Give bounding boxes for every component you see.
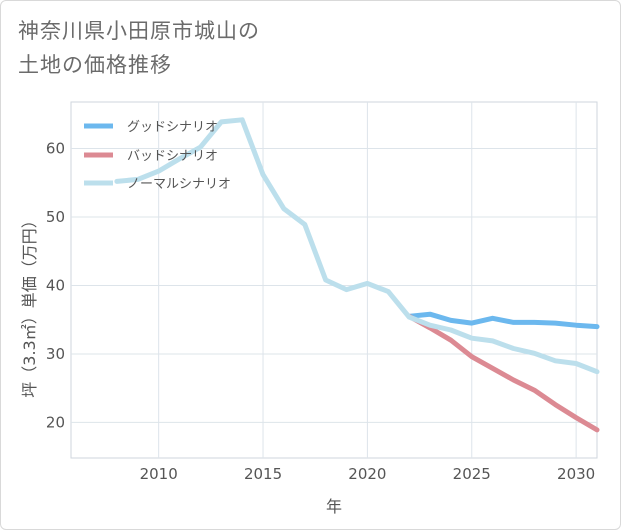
title-line-2: 土地の価格推移	[18, 53, 172, 77]
y-tick-label: 40	[46, 276, 65, 294]
y-axis-label: 坪（3.3㎡）単価（万円）	[20, 212, 39, 397]
series-line-1	[406, 313, 600, 433]
series-line-0	[406, 311, 600, 330]
x-tick-label: 2020	[348, 465, 386, 483]
y-tick-label: 30	[46, 345, 65, 363]
legend: グッドシナリオ バッドシナリオ ノーマルシナリオ	[84, 120, 231, 192]
title-line-1: 神奈川県小田原市城山の	[18, 19, 260, 43]
y-tick-label: 60	[46, 140, 65, 158]
series-lines	[114, 117, 600, 433]
legend-label-normal[interactable]: ノーマルシナリオ	[127, 177, 231, 192]
x-tick-label: 2010	[140, 465, 178, 483]
x-tick-label: 2030	[557, 465, 595, 483]
y-tick-labels: 20 30 40 50 60	[46, 140, 65, 432]
x-tick-label: 2015	[244, 465, 282, 483]
x-tick-label: 2025	[453, 465, 491, 483]
chart-title: 神奈川県小田原市城山の 土地の価格推移	[18, 14, 438, 82]
x-axis-label: 年	[326, 497, 342, 516]
y-tick-label: 50	[46, 208, 65, 226]
series-line-2	[114, 117, 600, 375]
grid-lines	[71, 102, 597, 458]
y-tick-label: 20	[46, 413, 65, 431]
legend-label-bad[interactable]: バッドシナリオ	[127, 149, 218, 164]
legend-label-good[interactable]: グッドシナリオ	[127, 120, 218, 135]
x-tick-labels: 2010 2015 2020 2025 2030	[140, 465, 596, 483]
